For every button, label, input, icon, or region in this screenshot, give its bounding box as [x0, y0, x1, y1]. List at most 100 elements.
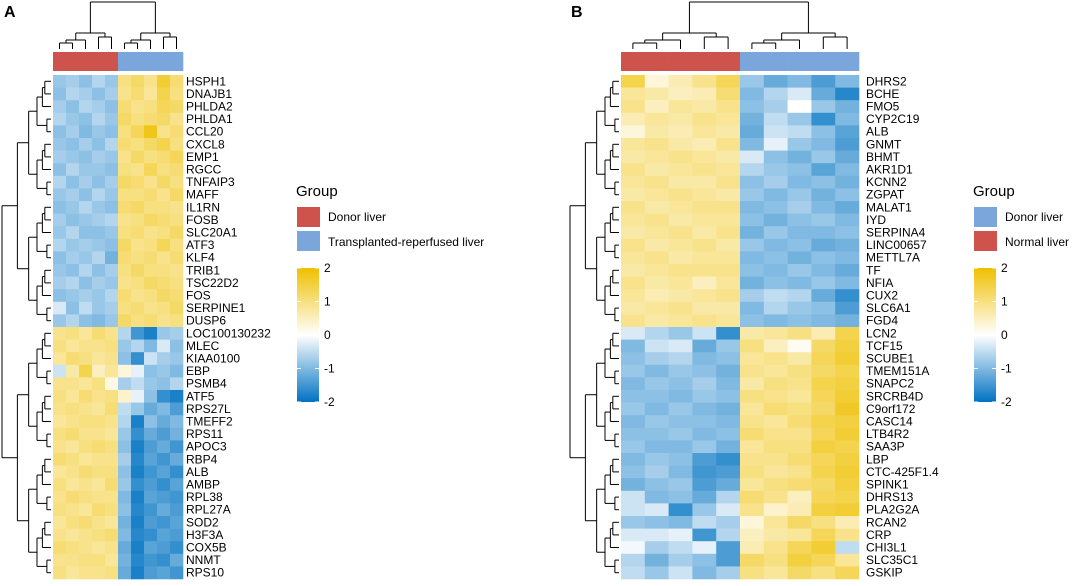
heatmap-cell — [131, 453, 145, 466]
heatmap-cell — [787, 75, 812, 88]
heatmap-cell — [835, 453, 860, 466]
heatmap-cell — [621, 213, 646, 227]
heatmap-cell — [621, 314, 646, 328]
heatmap-cell — [621, 125, 646, 139]
heatmap-cell — [131, 100, 145, 114]
heatmap-cell — [92, 440, 106, 454]
heatmap-cell — [53, 453, 67, 466]
heatmap-cell — [170, 75, 184, 88]
heatmap-cell — [716, 75, 741, 88]
heatmap-cell — [835, 238, 860, 252]
heatmap-cell — [92, 453, 106, 466]
panel-b-label: B — [571, 4, 583, 21]
heatmap-cell — [644, 138, 669, 151]
heatmap-cell — [157, 201, 171, 214]
heatmap-cell — [92, 528, 106, 542]
heatmap-cell — [144, 402, 158, 416]
colorbar-tick-label: 2 — [324, 261, 331, 275]
heatmap-cell — [53, 377, 67, 391]
heatmap-cell — [692, 440, 717, 454]
heatmap-cell — [811, 100, 836, 114]
gene-label: DNAJB1 — [186, 87, 232, 101]
heatmap-cell — [835, 175, 860, 189]
heatmap-cell — [692, 251, 717, 265]
heatmap-cell — [66, 541, 80, 555]
heatmap-cell — [644, 314, 669, 328]
gene-label: RBP4 — [186, 452, 218, 466]
heatmap-cell — [118, 301, 132, 315]
heatmap-cell — [740, 377, 765, 391]
heatmap-cell — [144, 415, 158, 429]
heatmap-cell — [787, 175, 812, 189]
heatmap-cell — [621, 75, 646, 88]
heatmap-cell — [763, 490, 788, 504]
heatmap-cell — [118, 188, 132, 202]
heatmap-cell — [66, 226, 80, 240]
heatmap-cell — [740, 163, 765, 177]
heatmap-cell — [621, 339, 646, 353]
heatmap-cell — [79, 478, 93, 492]
heatmap-cell — [692, 352, 717, 366]
heatmap-cell — [79, 465, 93, 479]
heatmap-cell — [668, 163, 693, 177]
heatmap-cell — [92, 553, 106, 567]
colorbar-tick-label: 1 — [324, 295, 331, 309]
heatmap-cell — [92, 100, 106, 114]
heatmap-cell — [157, 427, 171, 441]
gene-label: METTL7A — [866, 251, 920, 265]
heatmap-cell — [763, 213, 788, 227]
gene-label: ALB — [186, 465, 209, 479]
heatmap-cell — [170, 390, 184, 403]
heatmap-cell — [118, 427, 132, 441]
heatmap-cell — [763, 226, 788, 240]
heatmap-cell — [811, 301, 836, 315]
heatmap-cell — [692, 238, 717, 252]
heatmap-cell — [644, 453, 669, 466]
heatmap-cell — [92, 150, 106, 164]
heatmap-cell — [92, 238, 106, 252]
heatmap-cell — [53, 138, 67, 151]
heatmap-cell — [621, 201, 646, 214]
heatmap-cell — [66, 188, 80, 202]
heatmap-cell — [118, 251, 132, 265]
heatmap-cell — [170, 100, 184, 114]
heatmap-cell — [79, 339, 93, 353]
heatmap-cell — [716, 478, 741, 492]
heatmap-cell — [740, 453, 765, 466]
heatmap-cell — [118, 327, 132, 340]
heatmap-cell — [118, 276, 132, 290]
heatmap-cell — [66, 440, 80, 454]
group-annotation-cell — [835, 52, 860, 71]
heatmap-cell — [621, 251, 646, 265]
heatmap-cell — [668, 301, 693, 315]
heatmap-cell — [644, 163, 669, 177]
heatmap-cell — [644, 238, 669, 252]
heatmap-cell — [621, 327, 646, 340]
heatmap-cell — [53, 516, 67, 529]
heatmap-cell — [66, 490, 80, 504]
heatmap-cell — [170, 238, 184, 252]
heatmap-cell — [144, 112, 158, 126]
heatmap-cell — [692, 402, 717, 416]
gene-label: PSMB4 — [186, 377, 227, 391]
heatmap-cell — [835, 150, 860, 164]
gene-label: SCUBE1 — [866, 352, 914, 366]
heatmap-cell — [53, 314, 67, 328]
heatmap-cell — [157, 314, 171, 328]
heatmap-cell — [740, 75, 765, 88]
gene-label: AKR1D1 — [866, 163, 913, 177]
heatmap-cell — [763, 516, 788, 529]
heatmap-cell — [79, 138, 93, 151]
heatmap-cell — [835, 112, 860, 126]
gene-label: FMO5 — [866, 100, 900, 114]
group-annotation-cell — [144, 52, 158, 71]
heatmap-cell — [53, 352, 67, 366]
heatmap-cell — [92, 188, 106, 202]
heatmap-cell — [170, 226, 184, 240]
heatmap-cell — [621, 528, 646, 542]
heatmap-cell — [740, 440, 765, 454]
heatmap-cell — [79, 150, 93, 164]
heatmap-cell — [131, 188, 145, 202]
heatmap-cell — [692, 339, 717, 353]
heatmap-cell — [79, 427, 93, 441]
